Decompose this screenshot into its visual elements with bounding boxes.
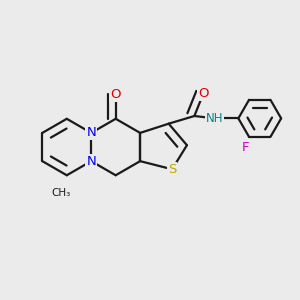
Text: F: F <box>242 141 249 154</box>
Text: O: O <box>198 87 208 100</box>
Text: NH: NH <box>206 112 223 125</box>
Text: N: N <box>86 154 96 168</box>
Text: S: S <box>168 163 176 176</box>
Text: CH₃: CH₃ <box>52 188 71 198</box>
Text: O: O <box>110 88 121 101</box>
Text: N: N <box>86 126 96 140</box>
